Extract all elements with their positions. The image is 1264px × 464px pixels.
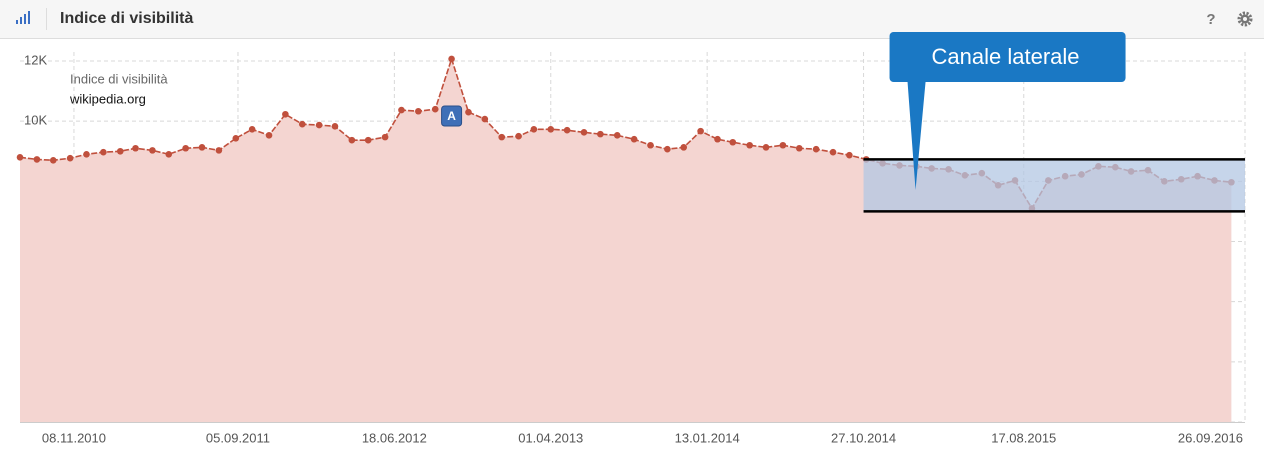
data-point xyxy=(83,150,90,158)
data-point xyxy=(448,55,455,63)
data-point xyxy=(282,110,289,118)
data-point xyxy=(381,133,389,141)
x-tick-label: 17.08.2015 xyxy=(991,430,1056,445)
header-bar xyxy=(0,0,1264,38)
data-point xyxy=(33,156,41,163)
event-label: A xyxy=(447,109,456,123)
legend-entry: wikipedia.org xyxy=(69,91,146,106)
data-point xyxy=(729,138,737,146)
x-tick-label: 27.10.2014 xyxy=(831,430,896,445)
data-point xyxy=(714,135,721,143)
signal-icon xyxy=(16,11,30,24)
legend-title: Indice di visibilità xyxy=(70,71,168,86)
x-tick-label: 13.01.2014 xyxy=(675,430,740,445)
data-point xyxy=(779,141,787,149)
data-point xyxy=(465,108,472,116)
callout-text: Canale laterale xyxy=(932,44,1080,69)
data-point xyxy=(232,135,240,142)
data-point xyxy=(132,144,139,152)
data-point xyxy=(248,126,256,133)
data-point xyxy=(265,132,273,139)
data-point xyxy=(481,115,489,123)
data-point xyxy=(198,144,206,151)
data-point xyxy=(530,126,538,133)
data-point xyxy=(116,147,124,155)
data-point xyxy=(331,123,339,130)
data-point xyxy=(846,151,853,159)
data-point xyxy=(348,136,356,144)
settings-button[interactable] xyxy=(1237,11,1253,27)
data-point xyxy=(149,147,156,154)
x-tick-label: 18.06.2012 xyxy=(362,430,427,445)
event-marker xyxy=(441,105,463,127)
x-tick-label: 05.09.2011 xyxy=(206,430,270,445)
data-point xyxy=(298,120,306,128)
data-point xyxy=(364,136,372,144)
data-point xyxy=(680,144,688,151)
data-point xyxy=(795,144,803,152)
x-tick-label: 01.04.2013 xyxy=(518,430,583,445)
data-point xyxy=(563,126,571,134)
data-point xyxy=(630,135,638,143)
data-point xyxy=(49,156,57,164)
data-point xyxy=(515,132,522,140)
data-point xyxy=(165,150,173,158)
callout-box xyxy=(889,32,1126,190)
data-point xyxy=(498,133,506,141)
x-tick-label: 26.09.2016 xyxy=(1178,430,1243,445)
data-point xyxy=(66,154,74,162)
help-button[interactable]: ? xyxy=(1206,11,1215,28)
y-tick-label: 10K xyxy=(24,113,47,128)
channel-band xyxy=(863,159,1245,212)
data-point xyxy=(315,121,323,129)
data-point xyxy=(415,107,422,115)
data-point xyxy=(547,126,555,133)
y-tick-label: 12K xyxy=(24,52,47,67)
x-tick-label: 08.11.2010 xyxy=(42,430,106,445)
area-fill xyxy=(20,58,1232,422)
data-point xyxy=(182,144,189,152)
data-point xyxy=(580,129,588,136)
data-point xyxy=(215,147,223,154)
data-point xyxy=(664,145,671,153)
data-point xyxy=(613,132,621,139)
data-point xyxy=(697,127,704,135)
data-point xyxy=(398,106,405,114)
data-point xyxy=(597,130,604,138)
header-title: Indice di visibilità xyxy=(60,10,193,27)
data-point xyxy=(100,148,107,156)
data-point xyxy=(762,144,770,151)
data-point xyxy=(431,105,439,113)
data-point xyxy=(746,141,753,149)
data-point xyxy=(812,145,820,153)
data-point xyxy=(829,148,837,156)
data-point xyxy=(647,141,654,149)
data-point xyxy=(16,153,24,161)
